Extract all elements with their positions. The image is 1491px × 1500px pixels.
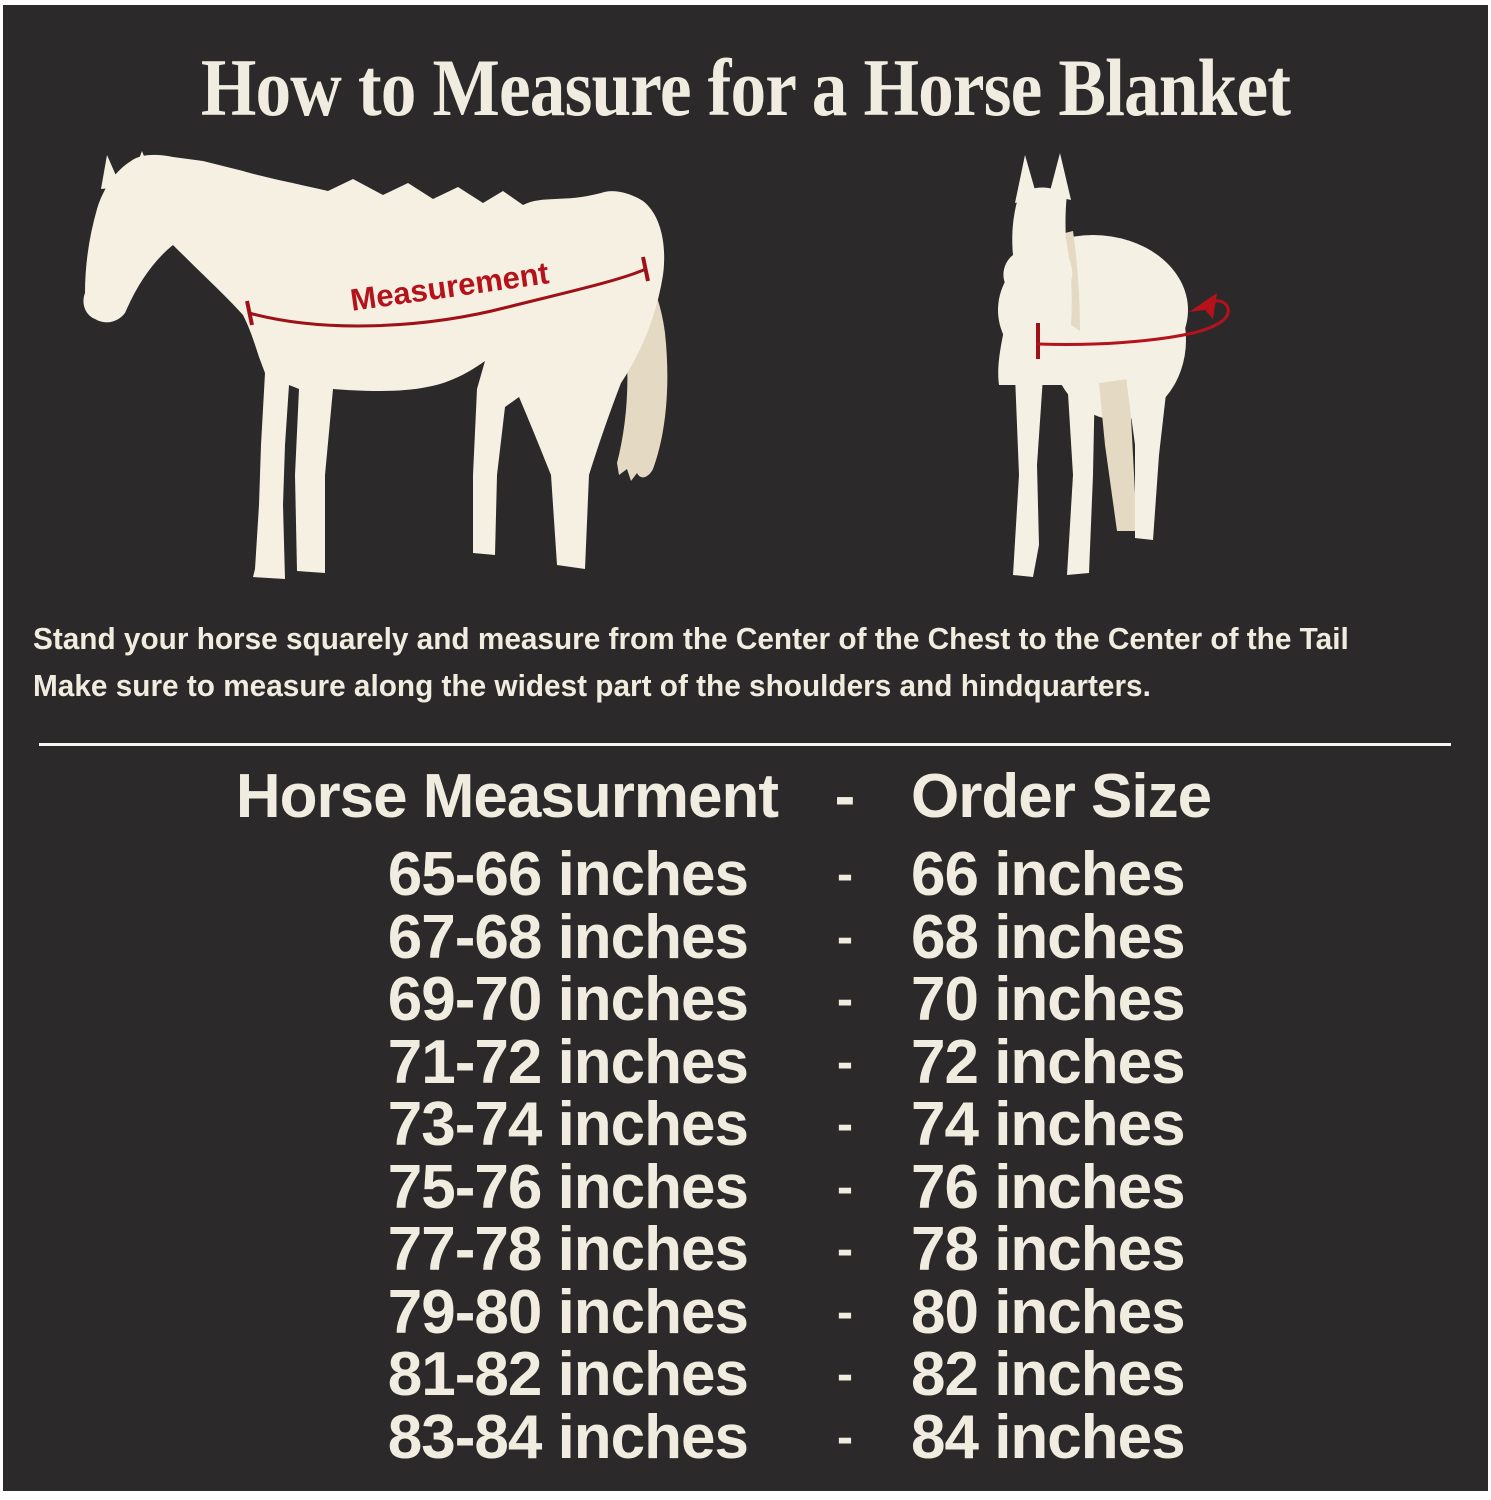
horse-measurement-value: 73-74 inches xyxy=(387,1090,749,1159)
instructions-line-2: Make sure to measure along the widest pa… xyxy=(33,668,1151,703)
horse-measurement-value: 79-80 inches xyxy=(387,1277,749,1347)
order-size-value: 76 inches xyxy=(911,1152,1186,1222)
horse-measurement-value: 75-76 inches xyxy=(387,1152,749,1222)
horse-neck xyxy=(998,273,1084,385)
horse-ear xyxy=(1049,153,1071,200)
size-table-row: 73-74 inches - 74 inches xyxy=(3,1090,1488,1159)
row-separator: - xyxy=(837,1410,853,1464)
measurement-line xyxy=(247,267,648,328)
size-table-row: 67-68 inches - 68 inches xyxy=(3,902,1488,972)
horse-measurement-diagram: Measurement xyxy=(83,151,1230,580)
instructions-line-1: Stand your horse squarely and measure fr… xyxy=(33,621,1349,656)
row-separator: - xyxy=(837,1035,853,1089)
horse-hind-leg xyxy=(1125,337,1167,540)
horse-body xyxy=(83,154,665,580)
size-table-body: 65-66 inches - 66 inches 67-68 inches - … xyxy=(3,840,1488,1472)
row-separator: - xyxy=(837,1285,853,1339)
front-view-horse-illustration xyxy=(998,153,1230,577)
size-table-row: 83-84 inches - 84 inches xyxy=(3,1402,1488,1472)
horse-measurement-value: 67-68 inches xyxy=(387,902,749,972)
page-title: How to Measure for a Horse Blanket xyxy=(200,42,1291,133)
size-table-header: Horse Measurment - Order Size xyxy=(3,763,1488,831)
horse-measurement-value: 69-70 inches xyxy=(387,965,749,1034)
row-separator: - xyxy=(837,1160,853,1214)
horse-front-leg xyxy=(1013,375,1043,577)
order-size-value: 68 inches xyxy=(911,902,1186,972)
horse-front-leg xyxy=(1067,375,1095,575)
size-table-row: 65-66 inches - 66 inches xyxy=(3,840,1488,909)
row-separator: - xyxy=(837,1223,853,1276)
size-table-row: 69-70 inches - 70 inches xyxy=(3,965,1488,1034)
infographic-panel: How to Measure for a Horse Blanket Measu… xyxy=(3,5,1488,1491)
horse-head xyxy=(1003,187,1073,300)
header-horse-measurement: Horse Measurment xyxy=(235,762,779,831)
row-separator: - xyxy=(837,848,853,901)
size-table-row: 81-82 inches - 82 inches xyxy=(3,1340,1488,1409)
order-size-value: 78 inches xyxy=(911,1215,1186,1284)
horse-measurement-value: 65-66 inches xyxy=(387,840,749,909)
order-size-value: 82 inches xyxy=(911,1340,1186,1409)
order-size-value: 70 inches xyxy=(911,965,1186,1034)
measurement-tick-tail xyxy=(641,256,650,282)
row-separator: - xyxy=(837,910,853,964)
size-table-row: 75-76 inches - 76 inches xyxy=(3,1152,1488,1222)
header-order-size: Order Size xyxy=(911,762,1212,831)
order-size-value: 66 inches xyxy=(911,840,1186,909)
header-separator: - xyxy=(834,762,856,831)
measuring-instructions: Stand your horse squarely and measure fr… xyxy=(33,615,1488,709)
horse-measurement-value: 81-82 inches xyxy=(387,1340,749,1409)
row-separator: - xyxy=(837,973,853,1026)
horse-far-leg-shade xyxy=(1099,379,1137,531)
girth-line xyxy=(1036,299,1230,347)
order-size-value: 72 inches xyxy=(911,1027,1186,1097)
order-size-value: 80 inches xyxy=(911,1277,1186,1347)
horse-measurement-value: 83-84 inches xyxy=(387,1402,749,1472)
horse-mane xyxy=(1065,231,1080,331)
order-size-value: 84 inches xyxy=(911,1402,1186,1472)
order-size-value: 74 inches xyxy=(911,1090,1186,1159)
girth-arrowhead xyxy=(1189,293,1217,319)
side-view-horse-illustration: Measurement xyxy=(83,151,668,580)
row-separator: - xyxy=(837,1348,853,1401)
horse-measurement-value: 71-72 inches xyxy=(387,1027,749,1097)
size-table-row: 77-78 inches - 78 inches xyxy=(3,1215,1488,1284)
section-divider xyxy=(39,743,1451,746)
horse-ear xyxy=(1015,155,1037,203)
horse-measurement-value: 77-78 inches xyxy=(387,1215,749,1284)
measurement-tick-chest xyxy=(245,300,254,326)
row-separator: - xyxy=(837,1098,853,1151)
size-table-row: 79-80 inches - 80 inches xyxy=(3,1277,1488,1347)
size-table-row: 71-72 inches - 72 inches xyxy=(3,1027,1488,1097)
